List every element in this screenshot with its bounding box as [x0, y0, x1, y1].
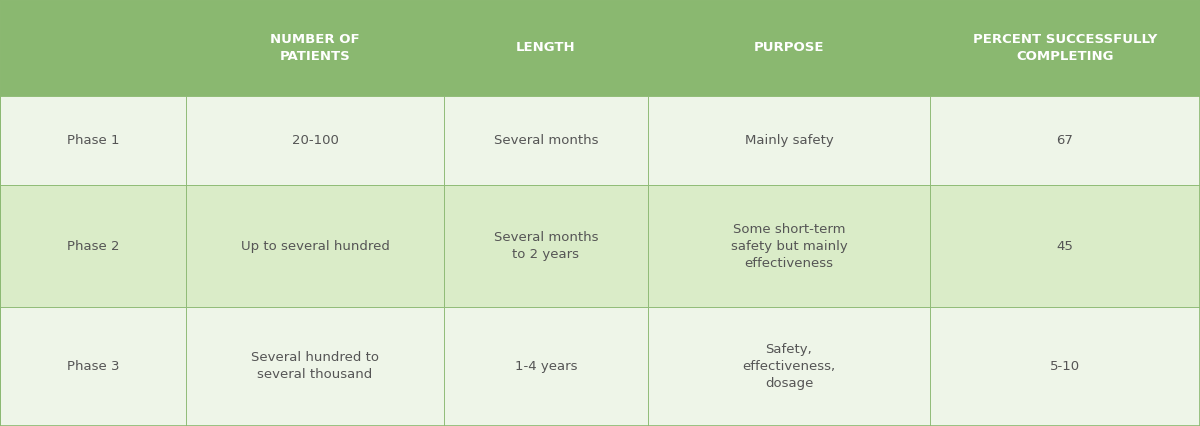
Bar	[444, 96, 648, 185]
Text: Phase 3: Phase 3	[67, 360, 119, 373]
Text: 5-10: 5-10	[1050, 360, 1080, 373]
Bar	[444, 0, 648, 96]
Text: NUMBER OF
PATIENTS: NUMBER OF PATIENTS	[270, 33, 360, 63]
Text: PURPOSE: PURPOSE	[754, 41, 824, 55]
Bar	[186, 0, 444, 96]
Text: Several hundred to
several thousand: Several hundred to several thousand	[251, 351, 379, 381]
Bar	[444, 307, 648, 426]
Text: 67: 67	[1056, 134, 1074, 147]
Bar	[444, 185, 648, 307]
Text: 20-100: 20-100	[292, 134, 338, 147]
Bar	[930, 307, 1200, 426]
Text: Safety,
effectiveness,
dosage: Safety, effectiveness, dosage	[743, 343, 835, 390]
Bar	[0, 307, 186, 426]
Text: Mainly safety: Mainly safety	[745, 134, 833, 147]
Bar	[930, 96, 1200, 185]
Text: PERCENT SUCCESSFULLY
COMPLETING: PERCENT SUCCESSFULLY COMPLETING	[973, 33, 1157, 63]
Text: Some short-term
safety but mainly
effectiveness: Some short-term safety but mainly effect…	[731, 222, 847, 270]
Text: Phase 1: Phase 1	[67, 134, 119, 147]
Bar	[648, 0, 930, 96]
Bar	[0, 185, 186, 307]
Bar	[0, 0, 186, 96]
Text: 1-4 years: 1-4 years	[515, 360, 577, 373]
Bar	[0, 96, 186, 185]
Bar	[186, 185, 444, 307]
Bar	[930, 185, 1200, 307]
Bar	[648, 96, 930, 185]
Bar	[930, 0, 1200, 96]
Text: Phase 2: Phase 2	[67, 239, 119, 253]
Text: Several months: Several months	[493, 134, 599, 147]
Bar	[186, 307, 444, 426]
Bar	[648, 185, 930, 307]
Bar	[648, 307, 930, 426]
Bar	[186, 96, 444, 185]
Text: Up to several hundred: Up to several hundred	[240, 239, 390, 253]
Text: Several months
to 2 years: Several months to 2 years	[493, 231, 599, 261]
Text: 45: 45	[1056, 239, 1074, 253]
Text: LENGTH: LENGTH	[516, 41, 576, 55]
